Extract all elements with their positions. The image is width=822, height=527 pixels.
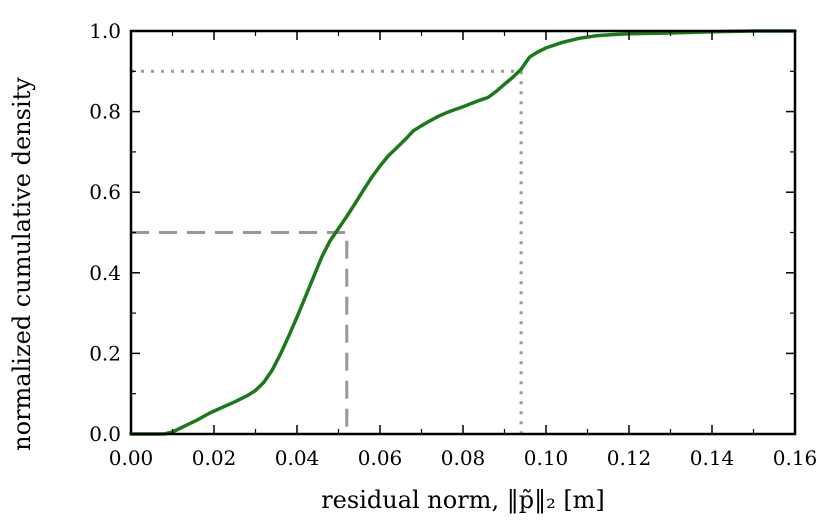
y-tick-label: 0.2 xyxy=(89,341,121,365)
y-tick-label: 0.6 xyxy=(89,180,121,204)
x-axis-label: residual norm, ‖p̃‖₂ [m] xyxy=(321,486,605,515)
y-tick-label: 0.8 xyxy=(89,100,121,124)
x-tick-label: 0.08 xyxy=(441,446,486,470)
reference-line-dotted xyxy=(131,69,523,434)
y-axis-label: normalized cumulative density xyxy=(8,77,36,451)
y-tick-label: 0.4 xyxy=(89,261,121,285)
y-tick-label: 1.0 xyxy=(89,19,121,43)
x-tick-label: 0.12 xyxy=(607,446,652,470)
x-tick-label: 0.14 xyxy=(690,446,735,470)
x-tick-labels: 0.00 0.02 0.04 0.06 0.08 0.10 0.12 0.14 0.16 xyxy=(109,446,818,470)
tick-marks xyxy=(130,30,796,435)
reference-lines xyxy=(131,69,523,434)
reference-line-dashed xyxy=(131,231,349,434)
x-tick-label: 0.02 xyxy=(192,446,237,470)
cdf-series-line xyxy=(129,29,797,436)
x-tick-label: 0.00 xyxy=(109,446,154,470)
y-tick-label: 0.0 xyxy=(89,422,121,446)
x-tick-label: 0.16 xyxy=(773,446,818,470)
series-layer xyxy=(129,29,797,436)
x-tick-label: 0.10 xyxy=(524,446,569,470)
x-tick-label: 0.04 xyxy=(275,446,320,470)
x-tick-label: 0.06 xyxy=(358,446,403,470)
y-tick-labels: 0.0 0.2 0.4 0.6 0.8 1.0 xyxy=(89,19,121,446)
